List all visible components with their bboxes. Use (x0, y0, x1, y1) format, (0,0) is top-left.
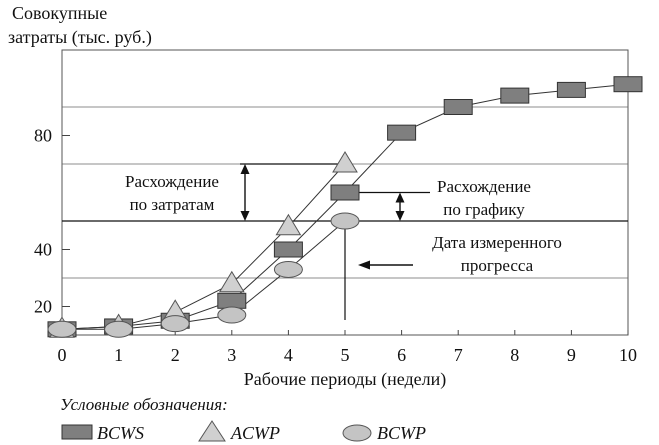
cost-variance-arrow (240, 164, 250, 221)
schedule-variance-label-line1: Расхождение (437, 177, 531, 196)
series-line-bcwp (62, 220, 346, 330)
y-tick-label: 20 (34, 297, 52, 317)
x-tick-label: 9 (567, 345, 576, 365)
legend-acwp-triangle-icon (198, 420, 226, 442)
data-point-bcwp (160, 315, 190, 333)
y-tick-label: 80 (34, 126, 52, 146)
data-point-acwp (275, 213, 302, 236)
x-axis-title: Рабочие периоды (недели) (244, 369, 447, 390)
legend-title: Условные обозначения: (60, 395, 228, 414)
data-point-acwp (332, 151, 358, 173)
x-tick-label: 0 (58, 345, 67, 365)
status-date-label-line1: Дата измеренного (432, 233, 562, 252)
data-point-bcws (273, 241, 303, 258)
x-tick-label: 6 (397, 345, 406, 365)
status-date-arrow (358, 260, 413, 270)
x-tick-label: 2 (171, 345, 180, 365)
x-tick-label: 3 (227, 345, 236, 365)
x-tick-label: 4 (284, 345, 293, 365)
data-point-bcwp (330, 212, 360, 230)
data-point-bcws (330, 184, 360, 201)
data-point-bcwp (273, 260, 303, 278)
schedule-variance-arrow (395, 192, 405, 221)
data-point-bcws (387, 124, 417, 141)
data-point-acwp (218, 270, 245, 293)
x-tick-label: 1 (114, 345, 123, 365)
x-tick-label: 10 (619, 345, 637, 365)
data-point-bcws (500, 87, 530, 104)
cost-variance-label-line1: Расхождение (125, 172, 219, 191)
schedule-variance-label-line2: по графику (443, 200, 525, 219)
x-tick-labels: 0 1 2 3 4 5 6 7 8 9 10 (58, 345, 638, 365)
legend-bcws-label: BCWS (97, 423, 144, 443)
legend-bcwp-ellipse-icon (342, 424, 372, 442)
x-tick-label: 7 (454, 345, 463, 365)
legend-bcws-square-icon (61, 424, 93, 440)
data-point-bcwp (217, 306, 247, 324)
data-point-bcws (217, 292, 247, 309)
legend-bcwp-label: BCWP (377, 423, 426, 443)
y-tick-labels: 20 40 80 (34, 126, 52, 317)
x-tick-label: 5 (341, 345, 350, 365)
data-point-bcws (613, 76, 643, 93)
x-tick-label: 8 (510, 345, 519, 365)
data-point-bcwp (47, 320, 77, 338)
legend: BCWS ACWP BCWP (61, 420, 426, 443)
data-point-bcws (556, 81, 586, 98)
data-point-bcwp (104, 320, 134, 338)
variance-annotation-lines (62, 163, 628, 320)
cost-variance-label-line2: по затратам (130, 195, 215, 214)
y-axis-title-line1: Совокупные (12, 3, 107, 23)
series-markers (47, 76, 643, 338)
y-axis-title-line2: затраты (тыс. руб.) (8, 27, 152, 48)
data-point-bcws (443, 99, 473, 115)
legend-acwp-label: ACWP (230, 423, 280, 443)
y-tick-label: 40 (34, 240, 52, 260)
status-date-label-line2: прогресса (461, 256, 534, 275)
